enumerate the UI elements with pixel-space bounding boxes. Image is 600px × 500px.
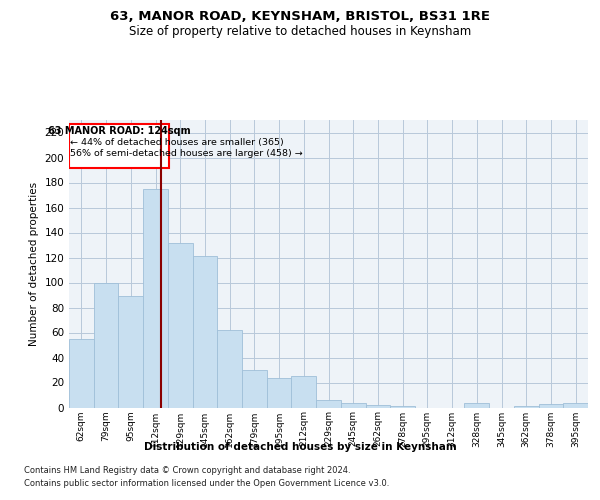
Bar xyxy=(341,402,365,407)
Bar xyxy=(316,400,341,407)
Bar xyxy=(143,188,168,408)
Bar xyxy=(514,406,539,407)
Text: Distribution of detached houses by size in Keynsham: Distribution of detached houses by size … xyxy=(143,442,457,452)
Bar xyxy=(94,282,118,408)
Bar xyxy=(267,378,292,408)
Text: Contains public sector information licensed under the Open Government Licence v3: Contains public sector information licen… xyxy=(24,479,389,488)
Bar xyxy=(539,404,563,407)
Bar xyxy=(193,256,217,408)
Text: Size of property relative to detached houses in Keynsham: Size of property relative to detached ho… xyxy=(129,25,471,38)
Bar xyxy=(390,406,415,407)
Bar xyxy=(242,370,267,408)
Bar xyxy=(118,296,143,408)
Bar xyxy=(563,402,588,407)
Text: 56% of semi-detached houses are larger (458) →: 56% of semi-detached houses are larger (… xyxy=(70,149,303,158)
Bar xyxy=(69,339,94,407)
Text: Contains HM Land Registry data © Crown copyright and database right 2024.: Contains HM Land Registry data © Crown c… xyxy=(24,466,350,475)
Bar xyxy=(292,376,316,408)
Text: ← 44% of detached houses are smaller (365): ← 44% of detached houses are smaller (36… xyxy=(70,138,284,146)
Bar xyxy=(168,242,193,408)
Y-axis label: Number of detached properties: Number of detached properties xyxy=(29,182,39,346)
Bar xyxy=(365,405,390,407)
FancyBboxPatch shape xyxy=(69,124,169,168)
Text: 63, MANOR ROAD, KEYNSHAM, BRISTOL, BS31 1RE: 63, MANOR ROAD, KEYNSHAM, BRISTOL, BS31 … xyxy=(110,10,490,23)
Bar xyxy=(217,330,242,407)
Bar xyxy=(464,402,489,407)
Text: 63 MANOR ROAD: 124sqm: 63 MANOR ROAD: 124sqm xyxy=(48,126,190,136)
